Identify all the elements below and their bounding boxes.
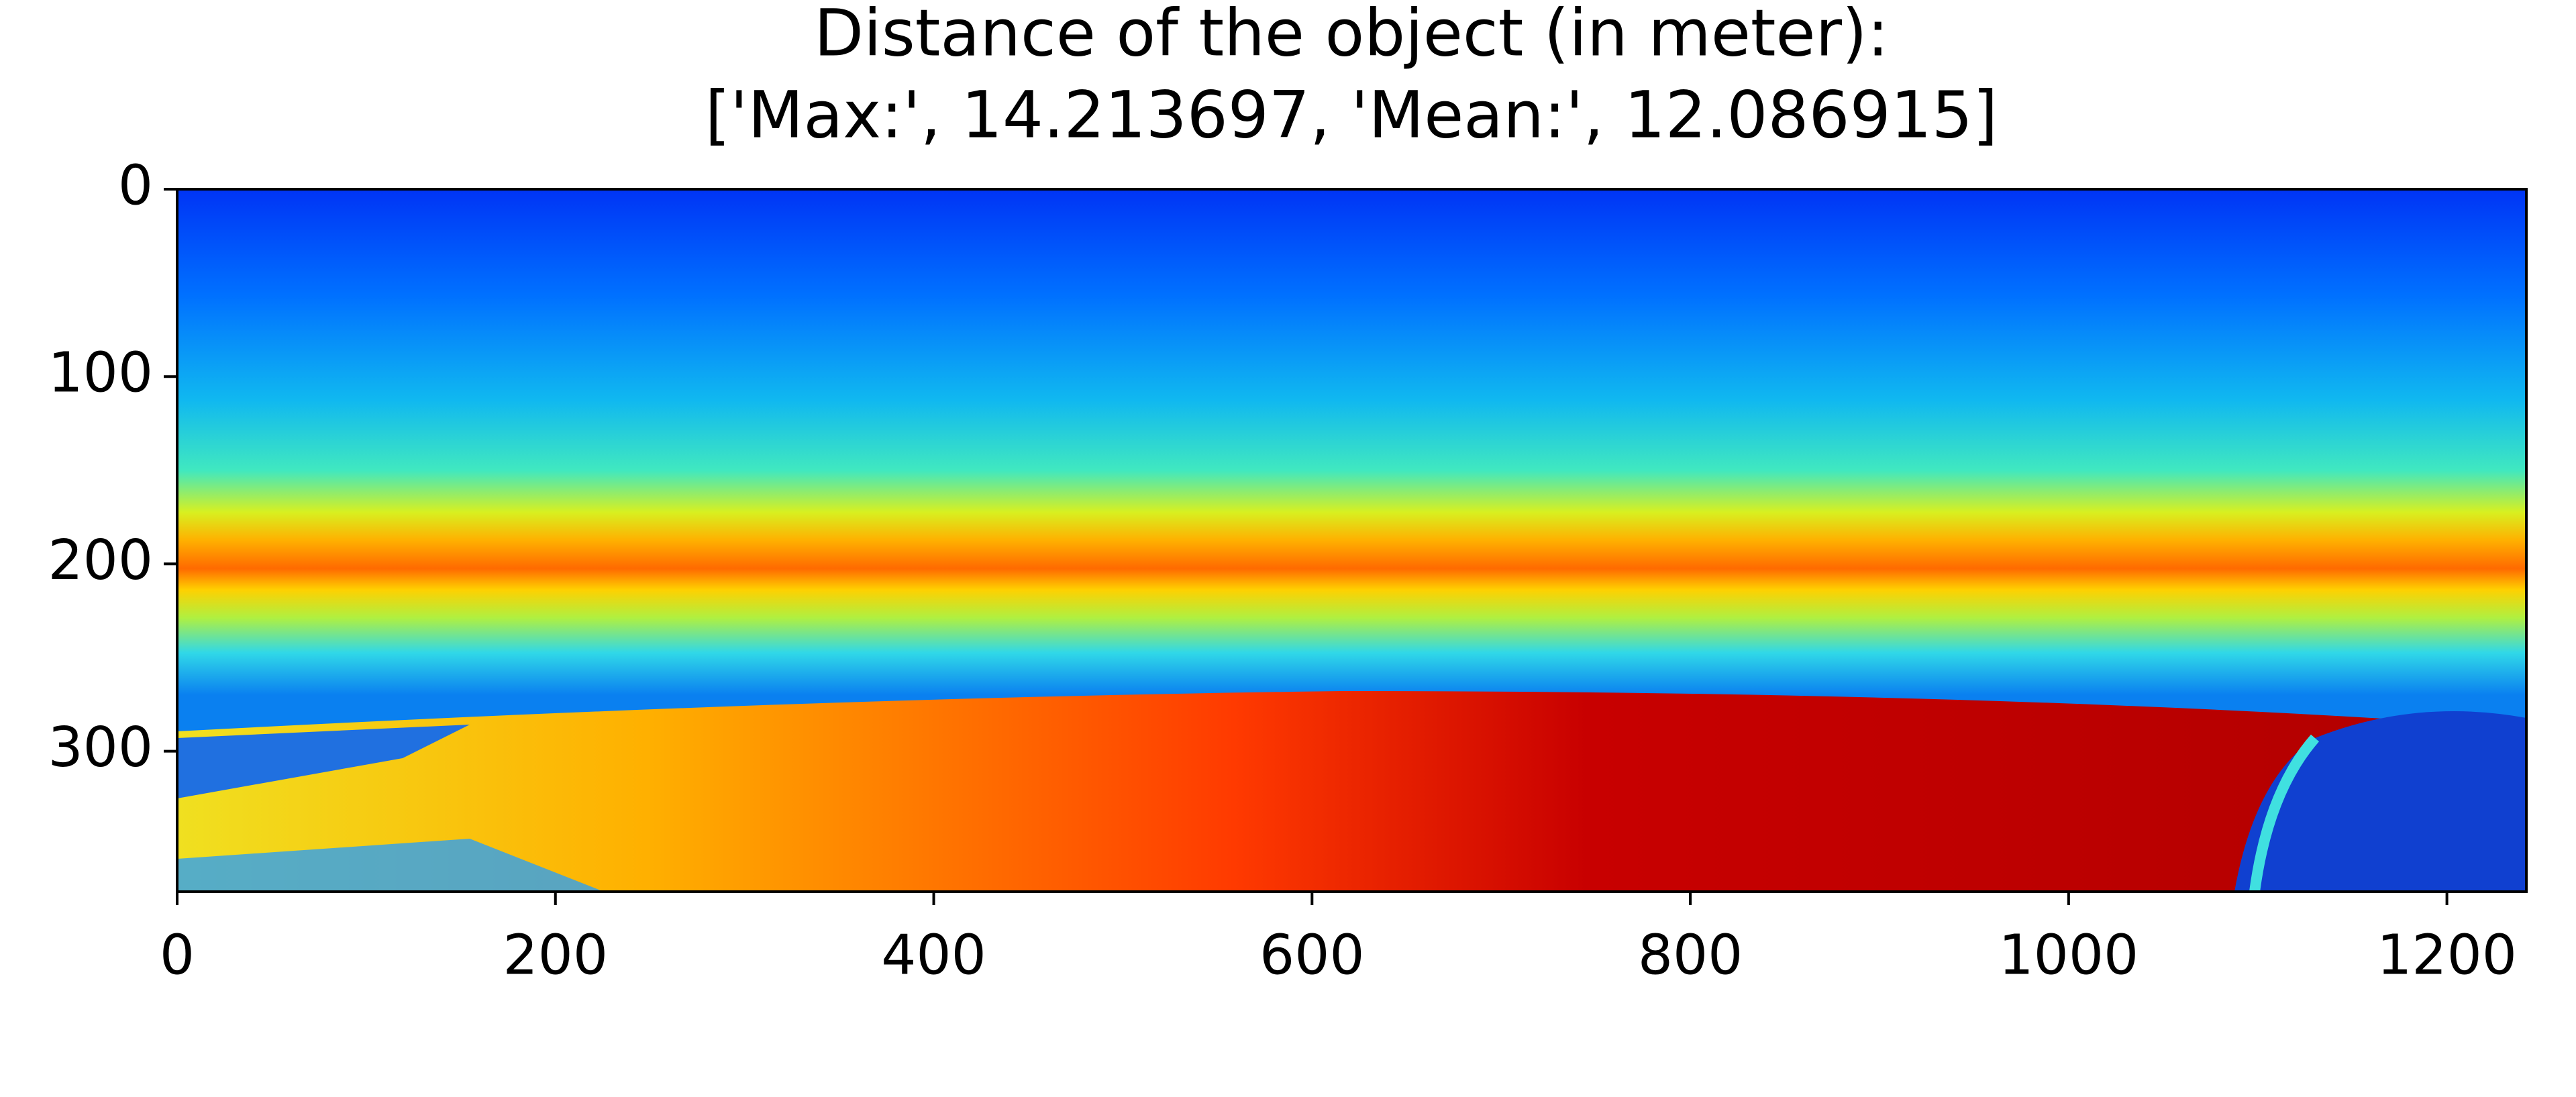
depth-image	[177, 189, 2526, 892]
y-tick-label: 100	[48, 342, 153, 405]
y-tick-label: 200	[48, 529, 153, 592]
x-tick-label: 1000	[1998, 923, 2139, 987]
x-tick-label: 800	[1638, 923, 1743, 987]
axes-frame	[176, 188, 2528, 893]
x-tick-label: 400	[881, 923, 986, 987]
chart-title: Distance of the object (in meter):	[814, 0, 1889, 70]
x-tick-label: 1200	[2377, 923, 2517, 987]
x-tick-label: 600	[1259, 923, 1365, 987]
y-tick-label: 0	[118, 154, 153, 217]
x-tick-label: 200	[503, 923, 609, 987]
chart-title: ['Max:', 14.213697, 'Mean:', 12.086915]	[705, 77, 1998, 152]
x-tick-label: 0	[160, 923, 195, 987]
y-tick-label: 300	[48, 716, 153, 780]
